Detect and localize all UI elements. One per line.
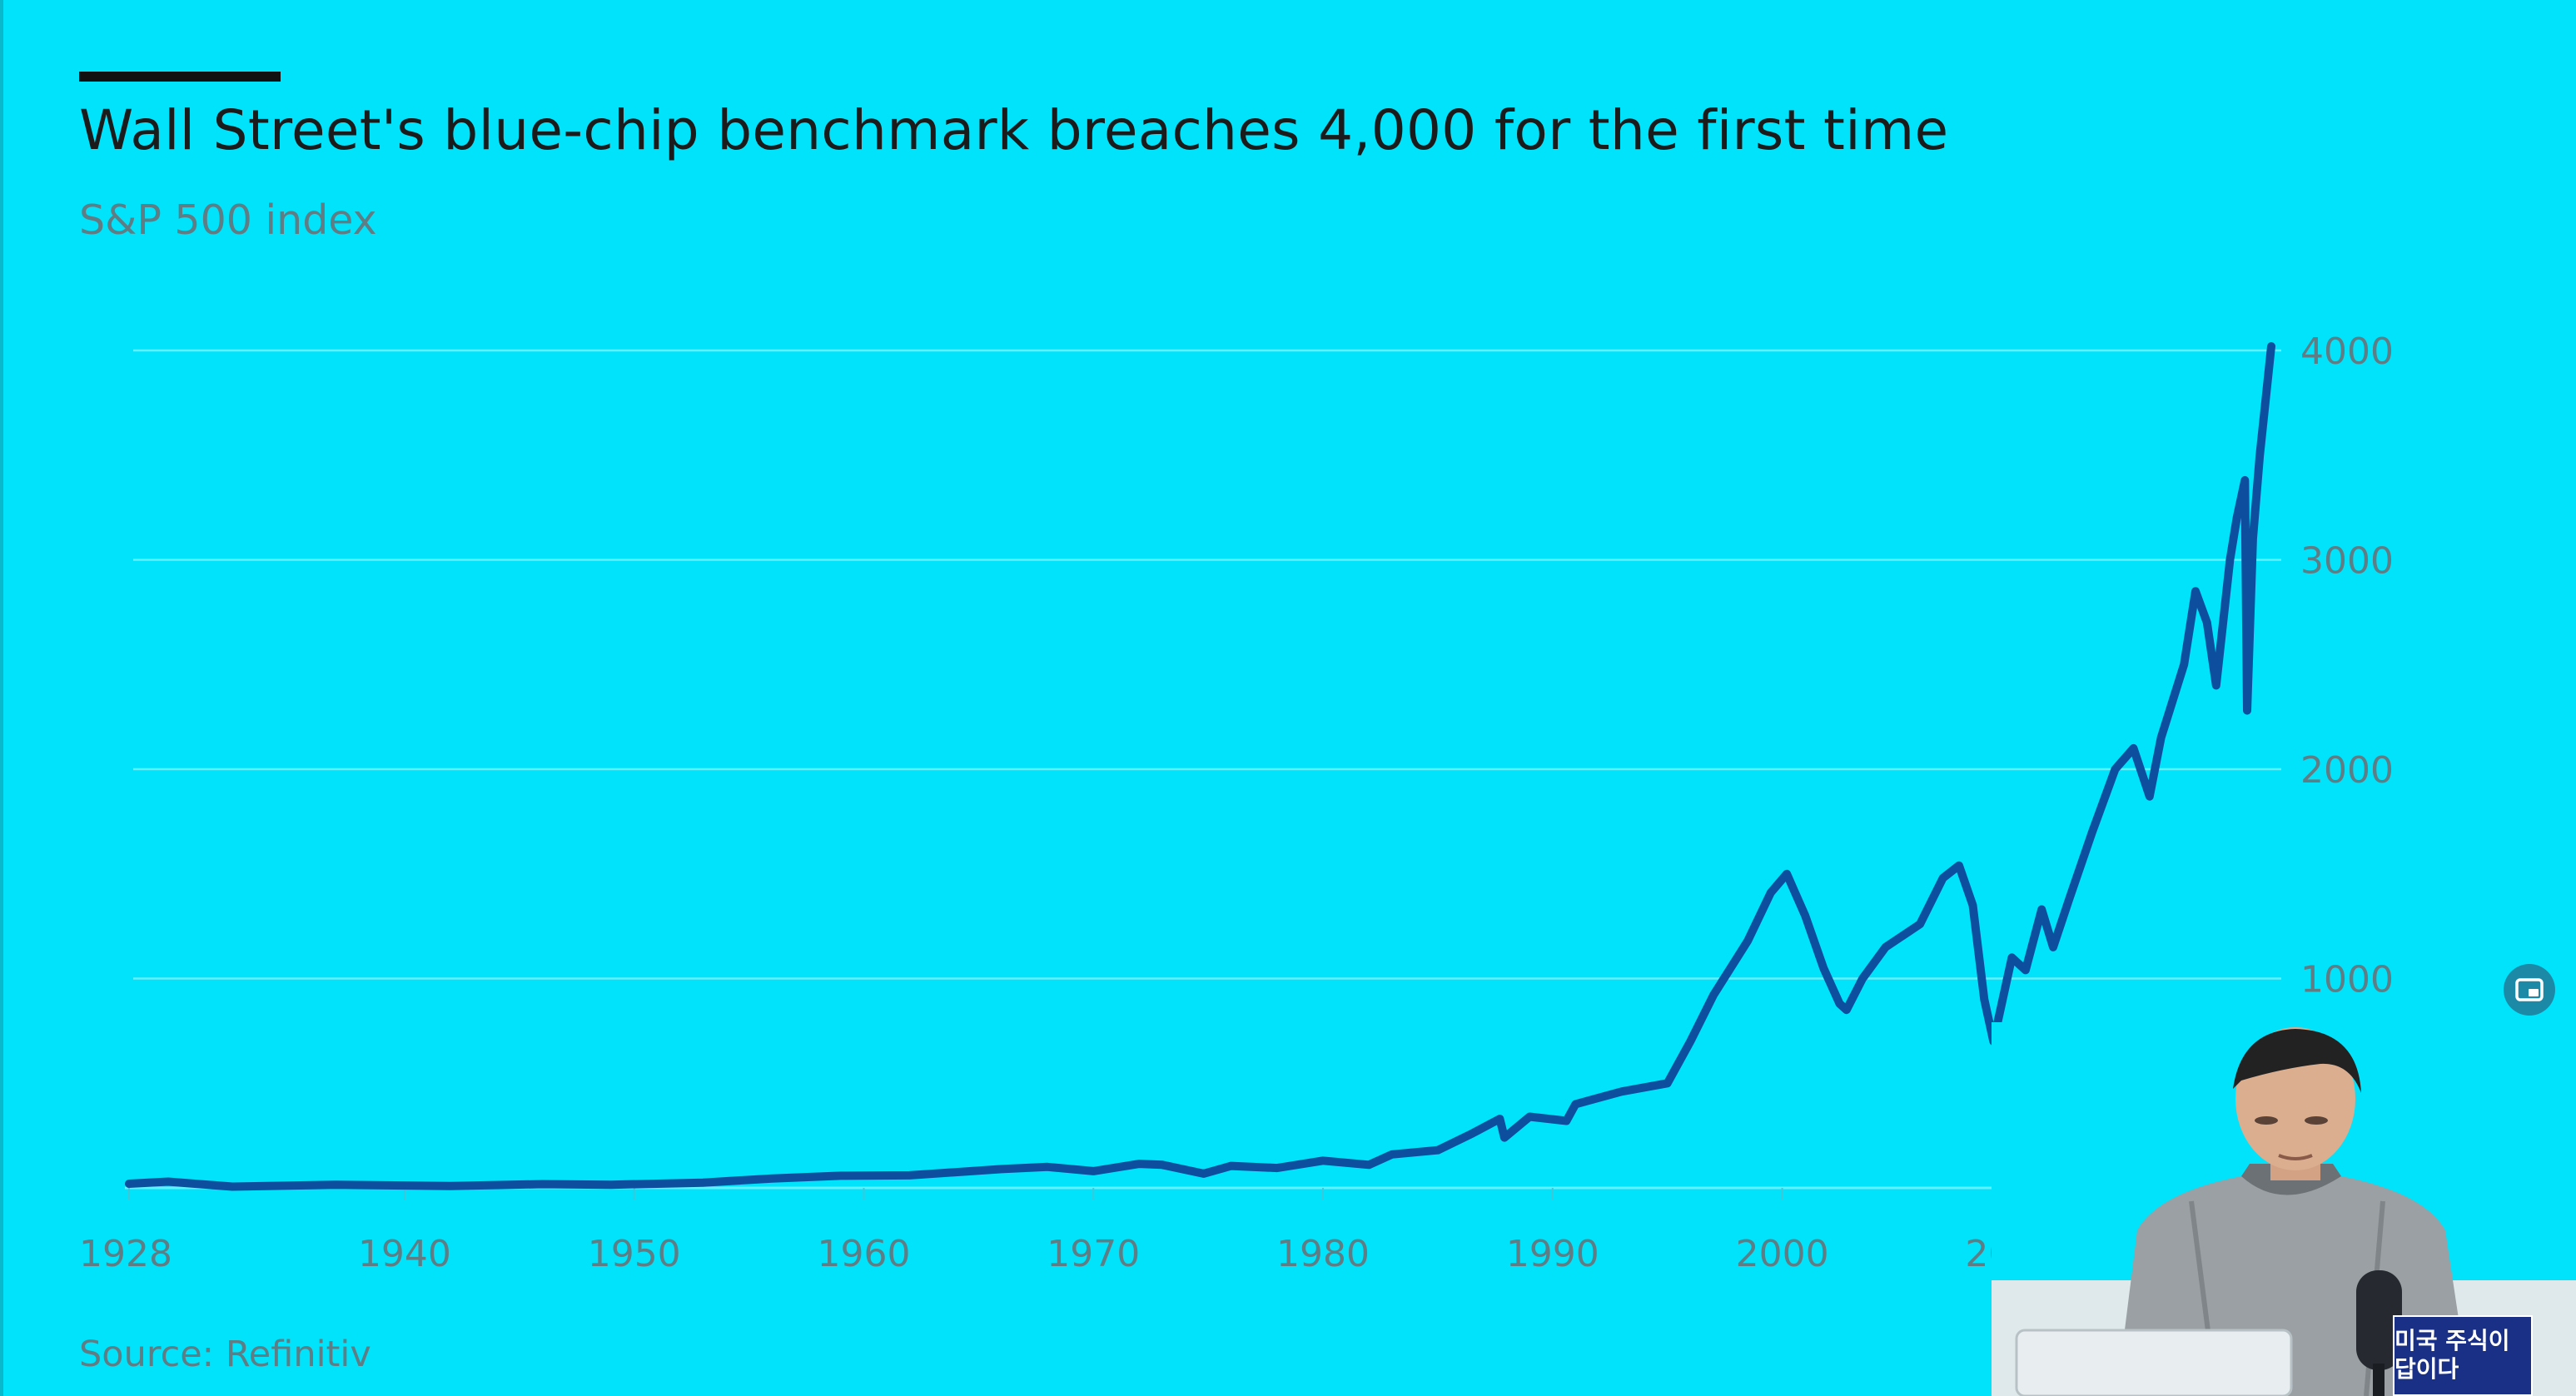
channel-badge-line-2: 답이다 — [2394, 1355, 2459, 1383]
x-tick-label: 1940 — [358, 1233, 451, 1275]
x-tick-label: 1960 — [817, 1233, 910, 1275]
source-note: Source: Refinitiv — [79, 1334, 371, 1375]
x-tick-label: 1928 — [79, 1233, 172, 1275]
picture-in-picture-icon — [2515, 978, 2544, 1001]
y-tick-label: 2000 — [2300, 749, 2394, 792]
y-tick-label: 3000 — [2300, 540, 2394, 583]
y-tick-label: 4000 — [2300, 330, 2394, 373]
y-tick-label: 1000 — [2300, 959, 2394, 1001]
chart-title: Wall Street's blue-chip benchmark breach… — [79, 98, 1949, 162]
grid-lines — [133, 349, 2281, 980]
x-axis: 192819401950196019701980199020002010 — [79, 1186, 2281, 1275]
x-tick-label: 1990 — [1506, 1233, 1599, 1275]
channel-badge: 미국 주식이 답이다 — [2394, 1327, 2528, 1384]
presenter-webcam-overlay — [1992, 1022, 2576, 1396]
series-group — [125, 342, 2275, 1191]
picture-in-picture-button[interactable] — [2504, 964, 2555, 1016]
channel-badge-line-1: 미국 주식이 — [2394, 1327, 2510, 1354]
presenter-illustration — [1992, 1022, 2576, 1396]
title-accent-rule — [79, 72, 281, 82]
x-tick-label: 1970 — [1047, 1233, 1140, 1275]
chart-subtitle: S&P 500 index — [79, 196, 377, 244]
x-tick-label: 2000 — [1736, 1233, 1829, 1275]
y-axis: 1000 2000 3000 4000 — [2300, 330, 2394, 1001]
x-tick-label: 1950 — [588, 1233, 681, 1275]
x-tick-label: 1980 — [1276, 1233, 1370, 1275]
series-line-0 — [125, 342, 2275, 1191]
